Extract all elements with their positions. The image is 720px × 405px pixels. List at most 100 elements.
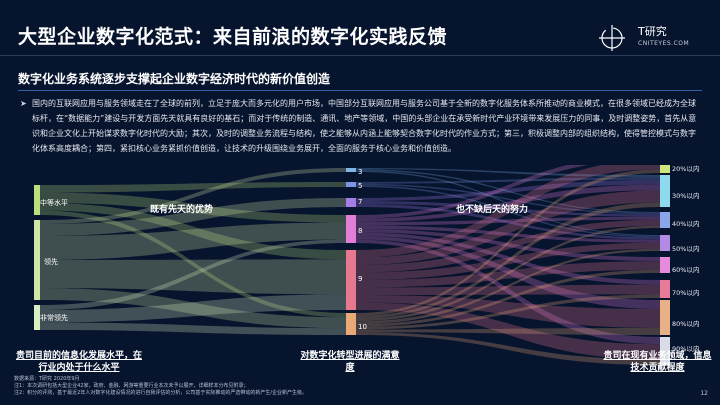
flow-left-mid-2 — [40, 203, 346, 260]
mid-node-label-9: 9 — [358, 275, 363, 283]
mid-node-label-10: 10 — [358, 323, 367, 331]
logo: T研究 CNITEYES.COM — [598, 20, 708, 56]
banner-right: 也不缺后天的努力 — [456, 205, 529, 215]
flow-mid-right-23 — [356, 295, 660, 328]
mid-node-0 — [346, 168, 356, 172]
flow-mid-right-7 — [356, 201, 660, 217]
flow-mid-right-31 — [356, 328, 660, 335]
right-node-label-90: 90%以内 — [672, 345, 700, 353]
flow-left-mid-7 — [40, 259, 346, 295]
flow-mid-right-2 — [356, 170, 660, 237]
flow-mid-right-9 — [356, 155, 660, 219]
right-node-label-40: 40%以内 — [672, 220, 700, 228]
flow-mid-right-0 — [356, 168, 660, 178]
page-number: 12 — [700, 390, 708, 397]
flow-mid-right-5 — [356, 185, 660, 238]
flow-mid-right-3 — [356, 177, 660, 184]
flow-mid-right-11 — [356, 216, 660, 226]
flow-mid-right-18 — [356, 190, 660, 265]
title-bar: 大型企业数字化范式：来自前浪的数字化实践反馈 T研究 CNITEYES.COM — [0, 0, 720, 60]
flow-mid-right-25 — [356, 169, 660, 316]
bullet-paragraph: ➤ 国内的互联网应用与服务领域走在了全球的前列，立足于庞大而多元化的用户市场，中… — [20, 96, 700, 156]
logo-mark-icon — [599, 25, 625, 51]
sankey-flows — [34, 155, 670, 365]
bullet-text: 国内的互联网应用与服务领域走在了全球的前列，立足于庞大而多元化的用户市场，中国部… — [32, 99, 697, 153]
footer-source: 数据来源：T研究 2020年9月 — [14, 376, 80, 382]
flow-left-mid-3 — [40, 210, 346, 318]
right-node-7 — [660, 337, 670, 365]
flow-left-mid-5 — [40, 198, 346, 236]
right-node-5 — [660, 280, 670, 298]
logo-name: T研究 — [638, 25, 667, 38]
right-node-label-30: 30%以内 — [672, 192, 700, 200]
right-node-6 — [660, 300, 670, 335]
flow-left-mid-4 — [40, 168, 346, 224]
mid-node-2 — [346, 198, 356, 207]
flow-mid-right-29 — [356, 269, 660, 327]
flow-mid-right-30 — [356, 294, 660, 330]
mid-node-5 — [346, 313, 356, 335]
flow-mid-right-14 — [356, 232, 660, 285]
right-node-0 — [660, 165, 670, 173]
bullet-arrow-icon: ➤ — [20, 99, 27, 108]
mid-node-4 — [346, 250, 356, 310]
flow-mid-right-13 — [356, 229, 660, 262]
flow-left-mid-6 — [40, 222, 346, 260]
flow-mid-right-17 — [356, 159, 660, 258]
slide-title: 大型企业数字化范式：来自前浪的数字化实践反馈 — [18, 26, 448, 48]
footer-note-1: 注1：本次调研包括大型企业42家，政府、金融、网游等重要行业本次未予以展开，详细… — [14, 383, 249, 389]
flow-mid-right-1 — [356, 169, 660, 214]
flow-left-mid-8 — [40, 288, 346, 329]
section-divider — [18, 90, 702, 91]
flow-mid-right-10 — [356, 184, 660, 222]
left-node-0 — [34, 185, 40, 215]
mid-node-1 — [346, 182, 356, 187]
left-node-label-top: 非常领先 — [40, 314, 68, 322]
flow-mid-right-21 — [356, 261, 660, 288]
flow-mid-right-6 — [356, 179, 660, 201]
footer-note-2: 注2：积分的评测，基于最近2年人对数字化建设情况的进行自我评估的分析，公司基于实… — [14, 390, 308, 396]
section-heading: 数字化业务系统逐步支撑起企业数字经济时代的新价值创造 — [18, 72, 331, 86]
right-node-label-60: 60%以内 — [672, 266, 700, 274]
flow-mid-right-24 — [356, 302, 660, 360]
caption-left: 贵司目前的信息化发展水平，在行业内处于什么水平 — [15, 351, 142, 373]
mid-node-label-3: 3 — [358, 168, 363, 176]
flow-left-mid-9 — [40, 239, 346, 310]
mid-node-label-5: 5 — [358, 182, 363, 190]
header-divider — [0, 55, 720, 56]
flow-mid-right-22 — [356, 284, 660, 295]
left-node-2 — [34, 305, 40, 330]
left-node-label-mid: 中等水平 — [40, 199, 68, 207]
caption-middle: 对数字化转型进展的满意度 — [300, 351, 400, 373]
mid-node-3 — [346, 215, 356, 243]
right-node-2 — [660, 212, 670, 228]
logo-domain: CNITEYES.COM — [638, 40, 690, 47]
mid-node-label-8: 8 — [358, 227, 363, 235]
left-node-label-lead: 领先 — [44, 258, 58, 266]
right-node-label-50: 50%以内 — [672, 245, 700, 253]
flow-mid-right-32 — [356, 332, 660, 365]
mid-node-label-7: 7 — [358, 198, 363, 206]
flow-left-mid-0 — [40, 182, 346, 193]
sankey-diagram: 中等水平 领先 非常领先 3 5 7 8 9 10 20%以内 30%以内 40… — [0, 155, 720, 380]
flow-mid-right-28 — [356, 248, 660, 324]
flow-mid-right-15 — [356, 236, 660, 309]
flow-mid-right-4 — [356, 183, 660, 215]
left-node-1 — [34, 220, 40, 300]
flow-mid-right-26 — [356, 202, 660, 319]
flow-mid-right-20 — [356, 242, 660, 280]
right-node-label-70: 70%以内 — [672, 289, 700, 297]
caption-right: 贵司在现有业务领域，信息技术贡献程度 — [603, 351, 712, 373]
flow-left-mid-11 — [40, 322, 346, 335]
flow-mid-right-27 — [356, 225, 660, 322]
flow-mid-right-8 — [356, 204, 660, 240]
banner-left: 既有先天的优势 — [150, 205, 214, 215]
flow-left-mid-10 — [40, 294, 346, 323]
right-node-3 — [660, 235, 670, 251]
flow-mid-right-16 — [356, 239, 660, 345]
flow-left-mid-1 — [40, 192, 346, 223]
flow-mid-right-19 — [356, 219, 660, 273]
flow-mid-right-12 — [356, 225, 660, 243]
right-node-4 — [660, 257, 670, 273]
right-node-1 — [660, 175, 670, 207]
